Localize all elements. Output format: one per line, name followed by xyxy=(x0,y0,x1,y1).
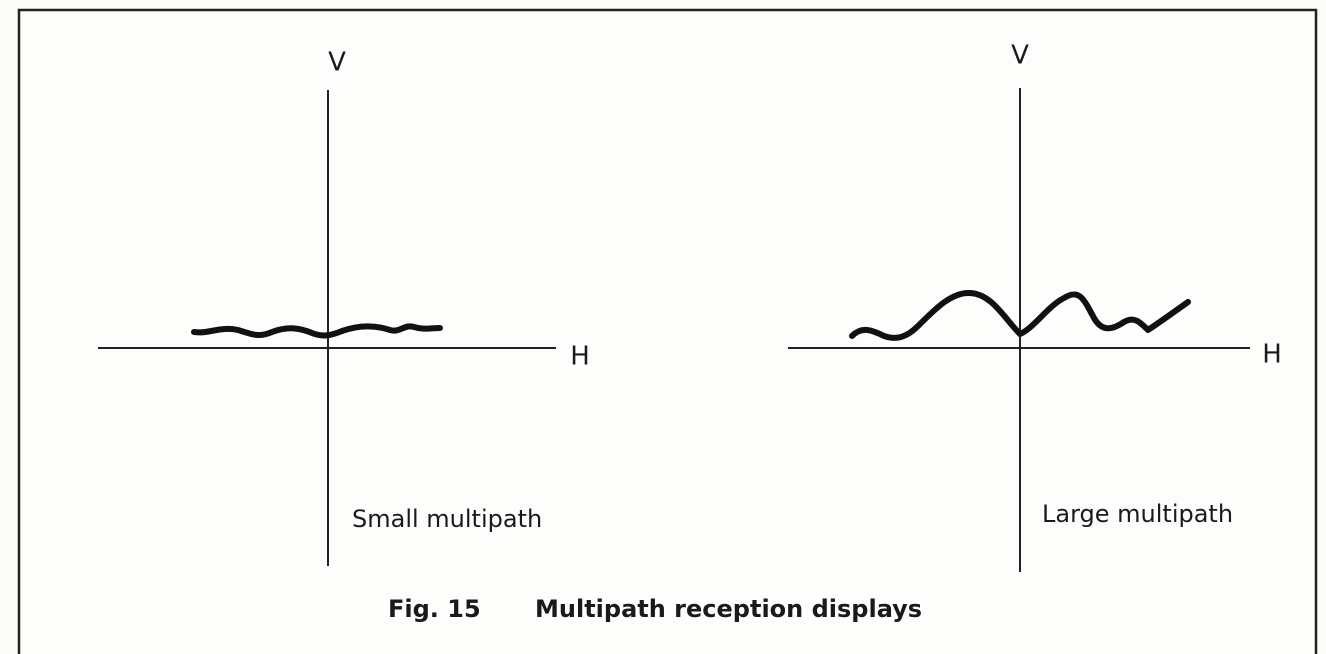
panel-small: V H Small multipath xyxy=(98,48,590,566)
panel-large: V H Large multipath xyxy=(788,41,1282,572)
figure-caption: Multipath reception displays xyxy=(535,595,922,623)
h-label: H xyxy=(570,342,590,372)
panel-caption: Small multipath xyxy=(352,505,542,533)
figure-number: Fig. 15 xyxy=(388,595,481,623)
trace xyxy=(191,323,443,339)
trace xyxy=(849,290,1191,341)
h-label: H xyxy=(1262,340,1282,370)
v-label: V xyxy=(1011,41,1029,71)
panel-caption: Large multipath xyxy=(1042,500,1233,528)
v-label: V xyxy=(328,48,346,78)
